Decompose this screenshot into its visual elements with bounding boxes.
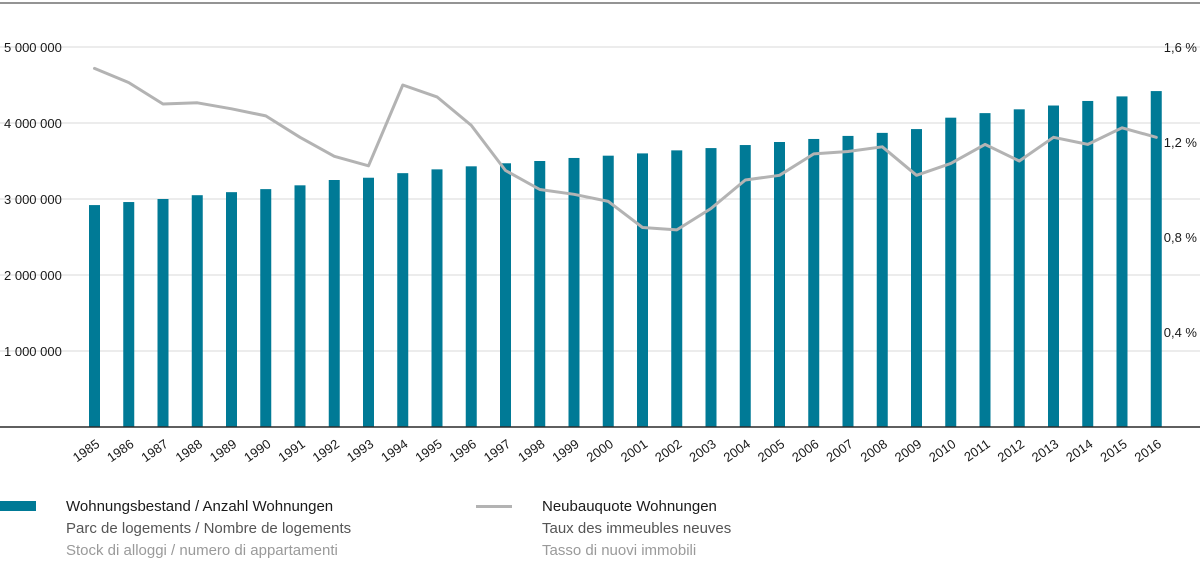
bar-series [89,91,1162,428]
bar-2006 [808,138,820,427]
bar-2012 [1013,109,1025,427]
legend-line-swatch [476,505,512,508]
legend-bar-label-fr: Parc de logements / Nombre de logements [66,520,352,537]
x-axis-ticks: 1985 1986 1987 1988 1989 1990 1991 1992 1993 1994… [70,436,1164,465]
bar-1998 [534,161,546,427]
legend-bar-swatch [0,501,36,511]
x-tick-label-1997: 1997 [481,436,513,465]
x-tick-label-2007: 2007 [823,436,855,465]
x-tick-label-2004: 2004 [721,436,753,465]
bar-2002 [671,150,683,428]
y-axis-left-ticks: 1 000 000 2 000 000 3 000 000 4 000 000 5 00… [4,40,62,359]
x-tick-label-1992: 1992 [310,436,342,465]
x-tick-label-2000: 2000 [584,436,616,465]
x-tick-label-2011: 2011 [961,436,993,464]
bar-1985 [89,205,100,427]
y-left-tick-label: 1 000 000 [4,344,62,359]
legend-bar-label-it: Stock di alloggi / numero di appartament… [66,542,338,559]
x-tick-label-2008: 2008 [858,436,890,465]
x-tick-label-2001: 2001 [618,436,650,465]
bar-1987 [157,199,169,427]
bar-2007 [842,135,854,428]
x-tick-label-2014: 2014 [1063,436,1095,465]
bar-2011 [979,113,991,428]
x-tick-label-1985: 1985 [70,436,102,465]
y-right-tick-label: 0,4 % [1164,325,1198,340]
x-tick-label-1988: 1988 [173,436,205,465]
bar-2000 [602,155,614,427]
x-tick-label-1996: 1996 [447,436,479,465]
y-right-tick-label: 1,6 % [1164,40,1198,55]
x-tick-label-2002: 2002 [652,436,684,465]
bar-1989 [226,192,237,427]
combo-chart: 1 000 000 2 000 000 3 000 000 4 000 000 5 00… [0,2,1200,465]
x-tick-label-1994: 1994 [378,436,410,465]
bar-2015 [1116,96,1128,428]
x-tick-label-2005: 2005 [755,436,787,465]
bar-2001 [637,153,648,427]
x-tick-label-1995: 1995 [412,436,444,465]
x-tick-label-1993: 1993 [344,436,376,465]
y-right-tick-label: 0,8 % [1164,230,1198,245]
bar-1990 [260,189,272,427]
bar-2003 [705,148,717,427]
x-tick-label-2015: 2015 [1097,436,1129,465]
y-left-tick-label: 3 000 000 [4,192,62,207]
bar-1986 [123,202,135,427]
bar-2013 [1048,105,1059,428]
bar-1988 [191,195,203,427]
bar-2004 [739,145,751,428]
bar-2005 [774,142,785,427]
x-tick-label-1989: 1989 [207,436,239,465]
legend-line-label-it: Tasso di nuovi immobili [542,542,697,559]
x-tick-label-1999: 1999 [549,436,581,465]
bar-1996 [465,166,477,427]
bar-1994 [397,173,409,427]
legend-line-label-de: Neubauquote Wohnungen [542,498,717,515]
x-tick-label-2013: 2013 [1029,436,1061,465]
bar-2009 [911,129,922,427]
y-axis-right-ticks: 0,4 % 0,8 % 1,2 % 1,6 % [1164,40,1198,340]
y-right-tick-label: 1,2 % [1164,135,1198,150]
bar-1991 [294,185,306,427]
bar-1997 [500,163,511,427]
y-left-tick-label: 5 000 000 [4,40,62,55]
line-series [93,66,1158,232]
x-tick-label-1987: 1987 [138,436,170,465]
bar-1999 [568,157,580,427]
x-tick-label-2009: 2009 [892,436,924,465]
x-tick-label-2010: 2010 [926,436,958,465]
bar-1995 [431,169,443,428]
bar-2010 [945,117,957,428]
bar-2014 [1082,100,1094,428]
y-left-tick-label: 2 000 000 [4,268,62,283]
legend-bar-label-de: Wohnungsbestand / Anzahl Wohnungen [66,498,334,515]
bar-1992 [328,180,340,427]
y-left-tick-label: 4 000 000 [4,116,62,131]
line-neubauquote [93,66,1158,232]
x-tick-label-2003: 2003 [686,436,718,465]
x-tick-label-1991: 1991 [275,436,307,465]
x-tick-label-1998: 1998 [515,436,547,465]
bar-1993 [363,177,374,427]
x-tick-label-2012: 2012 [995,436,1027,465]
x-tick-label-2016: 2016 [1132,436,1164,465]
bar-2008 [876,132,888,427]
bar-2016 [1150,91,1162,427]
x-tick-label-1990: 1990 [241,436,273,465]
x-tick-label-2006: 2006 [789,436,821,465]
legend-line-label-fr: Taux des immeubles neuves [542,520,732,537]
x-tick-label-1986: 1986 [104,436,136,465]
